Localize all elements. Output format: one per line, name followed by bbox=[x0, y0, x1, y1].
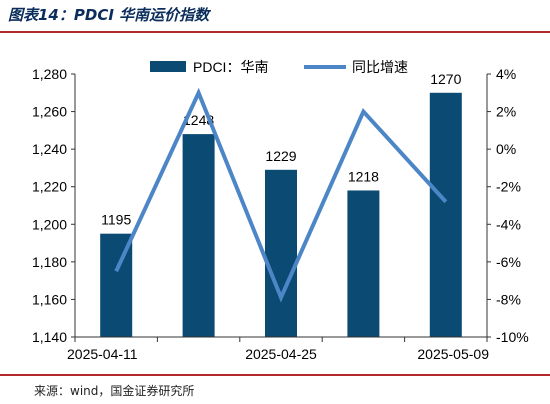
bar-data-label: 1270 bbox=[430, 71, 461, 87]
left-tick-label: 1,180 bbox=[32, 254, 67, 270]
left-tick-label: 1,220 bbox=[32, 179, 67, 195]
x-tick-label: 2025-04-25 bbox=[245, 346, 317, 362]
left-tick-label: 1,280 bbox=[32, 66, 67, 82]
x-tick-label: 2025-04-11 bbox=[67, 346, 138, 362]
left-tick-label: 1,140 bbox=[32, 329, 67, 345]
right-tick-label: 2% bbox=[496, 104, 516, 120]
bar bbox=[429, 92, 462, 338]
right-tick-label: -6% bbox=[496, 254, 521, 270]
bar bbox=[182, 134, 215, 337]
source-divider bbox=[0, 374, 550, 376]
legend-line-label: 同比增速 bbox=[352, 59, 408, 75]
x-tick-label: 2025-05-09 bbox=[417, 346, 489, 362]
left-tick-label: 1,160 bbox=[32, 291, 67, 307]
bar-data-label: 1218 bbox=[348, 168, 379, 184]
left-tick-label: 1,200 bbox=[32, 216, 67, 232]
legend-bar-label: PDCI：华南 bbox=[193, 59, 268, 75]
right-tick-label: 0% bbox=[496, 141, 516, 157]
source-note: 来源：wind，国金证券研究所 bbox=[34, 384, 195, 398]
bar bbox=[265, 169, 297, 337]
right-tick-label: -4% bbox=[496, 216, 521, 232]
legend-bar-swatch bbox=[150, 61, 186, 72]
bar bbox=[347, 190, 380, 337]
bar-data-label: 1229 bbox=[265, 148, 296, 164]
right-tick-label: 4% bbox=[496, 66, 516, 82]
right-tick-label: -8% bbox=[496, 291, 521, 307]
title-divider bbox=[0, 31, 550, 33]
right-tick-label: -10% bbox=[496, 329, 529, 345]
left-tick-label: 1,260 bbox=[32, 104, 67, 120]
right-tick-label: -2% bbox=[496, 179, 521, 195]
bar-data-label: 1195 bbox=[101, 212, 131, 228]
legend: PDCI：华南 同比增速 bbox=[150, 59, 408, 75]
left-tick-label: 1,240 bbox=[32, 141, 67, 157]
chart-title: 图表14：PDCI 华南运价指数 bbox=[8, 6, 210, 24]
